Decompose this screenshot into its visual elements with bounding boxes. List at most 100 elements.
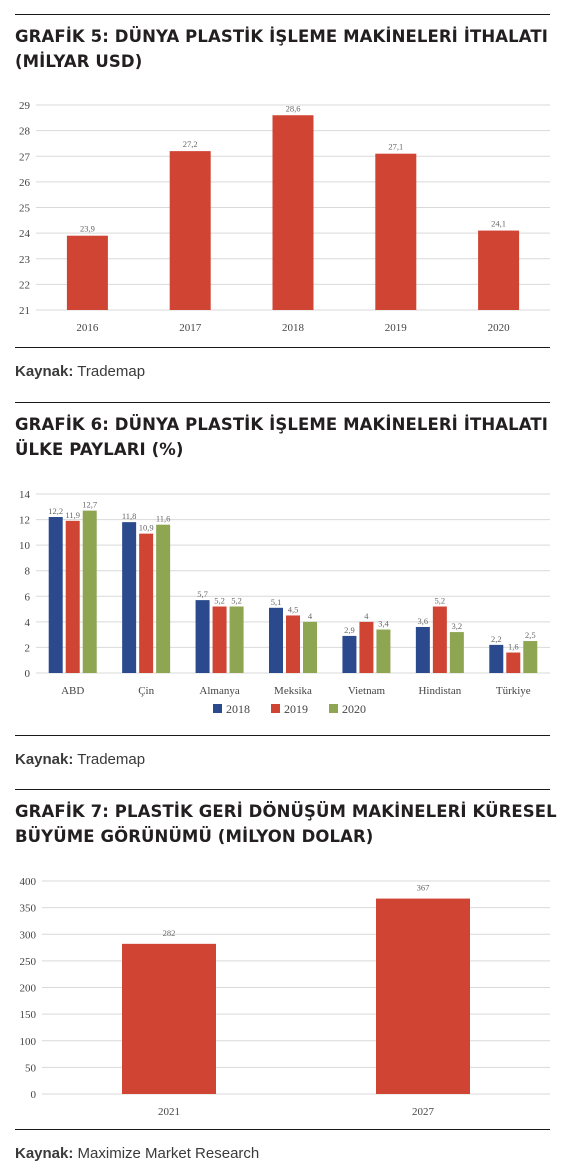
chart-5-x-tick-label: 2016 [76, 322, 99, 334]
chart-5-y-tick-label: 26 [19, 177, 31, 189]
chart-7-x-tick-label: 2027 [412, 1106, 435, 1118]
chart-5-y-tick-label: 24 [19, 228, 31, 240]
chart-6-data-label: 4 [308, 611, 313, 621]
chart-7-y-tick-label: 250 [20, 956, 37, 968]
chart-6-bar-2018 [342, 635, 357, 673]
chart-6-bar-2018 [269, 607, 283, 673]
chart-7-data-label: 367 [417, 883, 430, 893]
top-rule-3 [15, 789, 550, 790]
chart-7-y-tick-label: 300 [20, 929, 37, 941]
source-text: Trademap [77, 363, 146, 380]
source-label: Kaynak: [15, 751, 74, 768]
chart-6-x-tick-label: Vietnam [348, 685, 386, 697]
chart-6-legend-label: 2018 [226, 702, 250, 716]
chart-6-bar-2020 [82, 510, 97, 673]
chart-6-data-label: 2,2 [491, 634, 502, 644]
chart-6-data-label: 11,6 [156, 514, 171, 524]
chart-5-y-tick-label: 23 [19, 254, 31, 266]
chart-7-y-tick-label: 0 [31, 1089, 37, 1101]
chart-7-y-tick-label: 350 [20, 903, 37, 915]
chart-7-y-tick-label: 100 [20, 1036, 37, 1048]
chart-6-data-label: 10,9 [139, 523, 154, 533]
chart-6-data-label: 2,9 [344, 625, 355, 635]
chart-5-x-tick-label: 2017 [179, 322, 202, 334]
chart-6-y-tick-label: 0 [25, 668, 31, 680]
chart-7-y-tick-label: 400 [20, 876, 37, 888]
chart-7: 0 50 100 150 200 250 300 350 400 282 2021 367 2027 [20, 876, 550, 1118]
chart-5-x-tick-label: 2019 [385, 322, 408, 334]
chart-6-legend-swatch [329, 704, 338, 713]
chart-6-y-tick-label: 10 [19, 540, 31, 552]
chart-6-x-tick-label: ABD [61, 685, 84, 697]
chart-6-data-label: 5,7 [197, 589, 208, 599]
bottom-rule-1 [15, 347, 550, 348]
chart-5-bar-2019 [375, 153, 417, 310]
chart-5-y-tick-label: 27 [19, 151, 31, 163]
chart-5: 21 22 23 24 25 26 27 28 29 23,9 2016 27,2 2017 28,6 20… [19, 100, 550, 334]
chart-6-bar-2019 [212, 606, 227, 673]
chart-6-bar-2020 [229, 606, 244, 673]
chart-6-bar-2018 [48, 517, 63, 673]
chart-6-legend-label: 2020 [342, 702, 366, 716]
chart-6-legend-swatch [213, 704, 222, 713]
chart-6-bar-2020 [376, 629, 391, 673]
chart-6-data-label: 12,7 [82, 500, 97, 510]
chart-6-bar-2020 [303, 621, 317, 673]
top-rule-1 [15, 14, 550, 15]
chart-6-source: Kaynak: Trademap [15, 751, 145, 768]
chart-6-bar-2019 [286, 615, 300, 673]
top-rule-2 [15, 402, 550, 403]
chart-6-x-tick-label: Çin [138, 685, 154, 697]
chart-7-title: GRAFİK 7: PLASTİK GERİ DÖNÜŞÜM MAKİNELER… [15, 802, 557, 846]
source-text: Maximize Market Research [77, 1145, 260, 1162]
chart-7-bar-2027 [376, 898, 470, 1094]
chart-7-data-label: 282 [163, 928, 176, 938]
chart-6-title: GRAFİK 6: DÜNYA PLASTİK İŞLEME MAKİNELER… [15, 415, 548, 459]
chart-7-y-tick-label: 200 [20, 983, 37, 995]
chart-6-x-tick-label: Hindistan [418, 685, 461, 697]
chart-5-title: GRAFİK 5: DÜNYA PLASTİK İŞLEME MAKİNELER… [15, 27, 548, 71]
chart-5-data-label: 27,2 [183, 139, 198, 149]
chart-6-x-tick-label: Almanya [199, 685, 239, 697]
chart-6-y-tick-label: 14 [19, 489, 31, 501]
chart-6-data-label: 5,2 [231, 596, 242, 606]
chart-5-x-tick-label: 2020 [488, 322, 511, 334]
chart-6-x-tick-label: Türkiye [496, 685, 531, 697]
chart-6-bar-2019 [65, 520, 80, 673]
chart-6-data-label: 2,5 [525, 630, 536, 640]
chart-5-data-label: 24,1 [491, 219, 506, 229]
chart-6-data-label: 5,2 [435, 596, 446, 606]
chart-6-data-label: 3,4 [378, 619, 389, 629]
chart-5-data-label: 28,6 [286, 103, 301, 113]
chart-5-y-tick-label: 25 [19, 203, 31, 215]
chart-5-x-tick-label: 2018 [282, 322, 305, 334]
chart-6-bar-2018 [489, 644, 504, 673]
chart-6: 0 2 4 6 8 10 12 14 12,2 11,912,7 ABD 11,810,911,6 Çi… [19, 489, 550, 716]
chart-6-data-label: 11,8 [122, 511, 137, 521]
source-text: Trademap [77, 751, 146, 768]
bottom-rule-3 [15, 1129, 550, 1130]
chart-5-bar-2020 [478, 230, 520, 310]
chart-6-bar-2019 [359, 621, 374, 673]
chart-6-data-label: 12,2 [48, 506, 63, 516]
source-label: Kaynak: [15, 1145, 74, 1162]
chart-6-bar-2019 [139, 533, 154, 673]
chart-7-bar-2021 [122, 943, 216, 1094]
chart-7-y-tick-label: 150 [20, 1009, 37, 1021]
chart-7-x-tick-label: 2021 [158, 1106, 180, 1118]
chart-7-source: Kaynak: Maximize Market Research [15, 1145, 259, 1162]
chart-6-bar-2018 [122, 522, 137, 673]
chart-6-legend-label: 2019 [284, 702, 308, 716]
chart-6-bar-2019 [432, 606, 447, 673]
chart-5-source: Kaynak: Trademap [15, 363, 145, 380]
chart-5-bar-2016 [66, 235, 108, 310]
chart-6-data-label: 3,6 [418, 616, 429, 626]
chart-5-y-tick-label: 29 [19, 100, 31, 112]
chart-6-y-tick-label: 4 [25, 617, 31, 629]
chart-6-y-tick-label: 8 [25, 566, 31, 578]
chart-6-bar-2018 [415, 626, 430, 673]
chart-6-x-tick-label: Meksika [274, 685, 312, 697]
chart-6-data-label: 3,2 [452, 621, 463, 631]
bottom-rule-2 [15, 735, 550, 736]
chart-5-data-label: 27,1 [388, 142, 403, 152]
